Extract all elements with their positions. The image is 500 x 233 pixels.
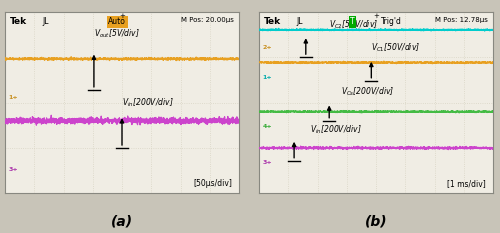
Text: +: + (119, 13, 125, 19)
Text: 3+: 3+ (8, 167, 18, 172)
Text: M Pos: 20.00μs: M Pos: 20.00μs (182, 17, 234, 23)
Text: [50μs/div]: [50μs/div] (193, 179, 232, 188)
Text: 4+: 4+ (262, 124, 272, 129)
Text: $V_{C2}$[50V/div]: $V_{C2}$[50V/div] (329, 18, 378, 31)
Text: $V_{in}$[200V/div]: $V_{in}$[200V/div] (122, 96, 174, 109)
Text: 3+: 3+ (262, 160, 272, 165)
Text: M Pos: 12.78μs: M Pos: 12.78μs (436, 17, 488, 23)
Text: T: T (350, 17, 355, 26)
Text: Tek: Tek (264, 17, 281, 26)
Text: [1 ms/div]: [1 ms/div] (447, 179, 486, 188)
Text: $V_{out}$[5V/div]: $V_{out}$[5V/div] (94, 27, 140, 40)
Text: 2+: 2+ (262, 45, 272, 51)
Text: Tek: Tek (10, 17, 27, 26)
Text: +: + (373, 13, 379, 19)
Text: (a): (a) (111, 214, 133, 228)
Text: Trig'd: Trig'd (380, 17, 402, 26)
Text: $V_{C1}$[50V/div]: $V_{C1}$[50V/div] (372, 42, 420, 54)
Text: 1+: 1+ (262, 75, 272, 80)
Text: Auto: Auto (108, 17, 126, 26)
Text: 1+: 1+ (8, 95, 18, 99)
Text: JL: JL (42, 17, 49, 26)
Text: JL: JL (296, 17, 303, 26)
Text: $V_{Cs}$[200V/div]: $V_{Cs}$[200V/div] (341, 85, 394, 98)
Text: $V_{in}$[200V/div]: $V_{in}$[200V/div] (310, 123, 362, 136)
Text: (b): (b) (364, 214, 388, 228)
